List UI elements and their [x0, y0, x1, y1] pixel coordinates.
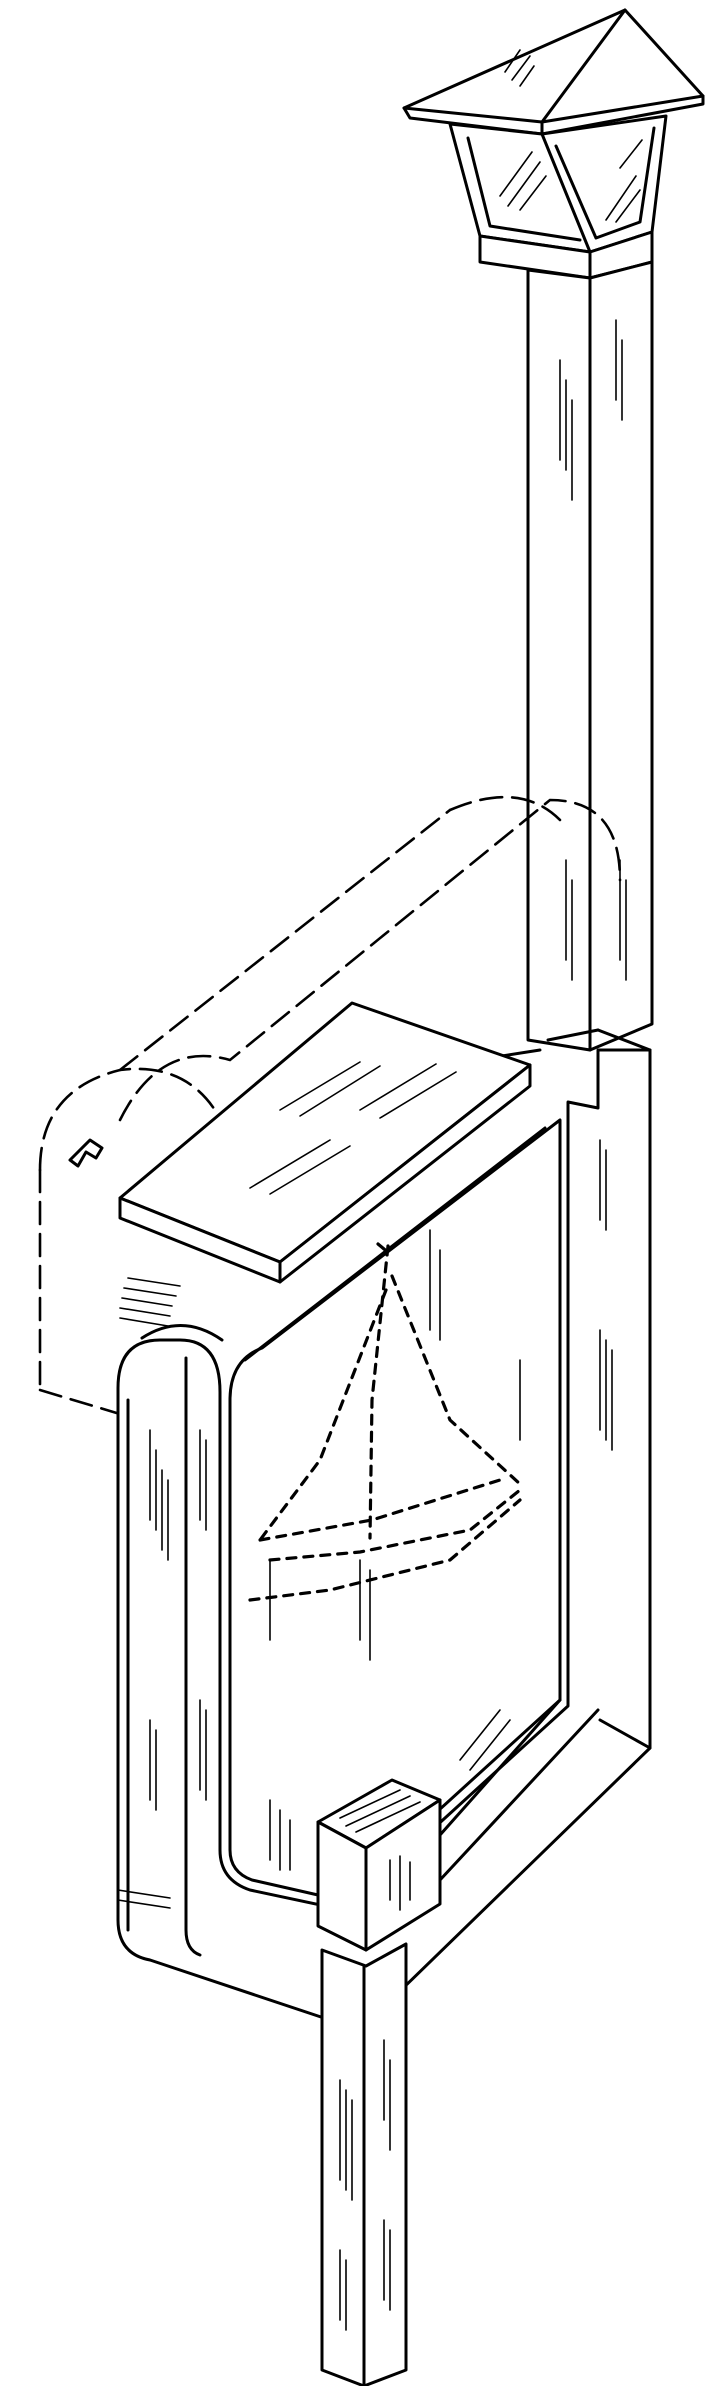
lantern — [404, 10, 703, 278]
mailbox-flag-icon — [70, 1140, 102, 1166]
lower-post — [322, 1944, 406, 2386]
lantern-cage — [450, 116, 666, 252]
upper-post — [528, 262, 652, 1050]
